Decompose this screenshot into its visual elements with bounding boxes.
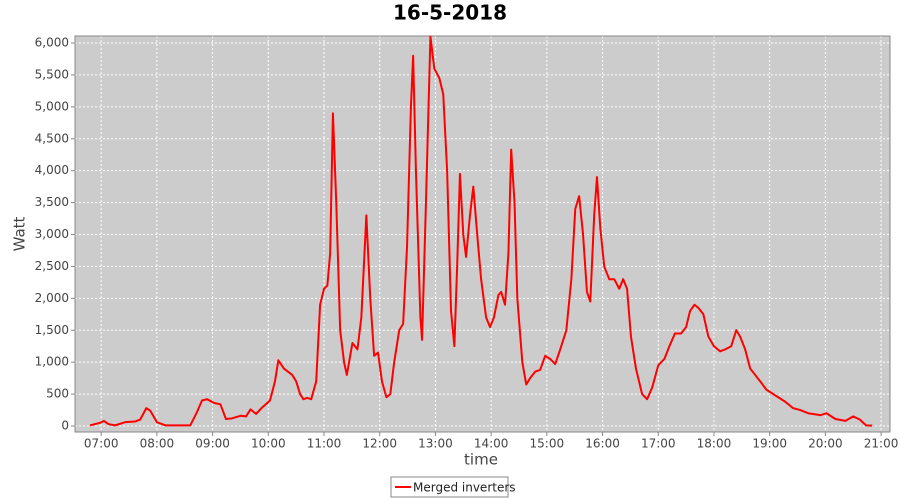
y-tick-label: 1,500 bbox=[35, 323, 69, 337]
y-axis-label: Watt bbox=[11, 216, 29, 251]
x-tick-label: 12:00 bbox=[362, 437, 397, 451]
legend-box bbox=[390, 476, 509, 498]
y-tick-label: 0 bbox=[61, 419, 69, 433]
y-tick-label: 5,000 bbox=[35, 99, 69, 113]
y-tick-label: 3,000 bbox=[35, 227, 69, 241]
x-tick-label: 20:00 bbox=[808, 437, 843, 451]
y-tick-label: 2,000 bbox=[35, 291, 69, 305]
y-tick-label: 5,500 bbox=[35, 67, 69, 81]
x-tick-label: 18:00 bbox=[697, 437, 732, 451]
y-tick-label: 4,500 bbox=[35, 131, 69, 145]
y-tick-label: 4,000 bbox=[35, 163, 69, 177]
y-tick-label: 1,000 bbox=[35, 355, 69, 369]
x-tick-label: 09:00 bbox=[195, 437, 230, 451]
plot-border bbox=[74, 35, 891, 433]
x-tick-label: 08:00 bbox=[140, 437, 175, 451]
x-tick-label: 19:00 bbox=[752, 437, 787, 451]
x-tick-label: 17:00 bbox=[641, 437, 676, 451]
x-tick-label: 21:00 bbox=[864, 437, 899, 451]
x-axis-label: time bbox=[464, 451, 498, 469]
chart-title: 16-5-2018 bbox=[393, 1, 507, 25]
plot-area bbox=[75, 36, 890, 432]
x-tick-label: 15:00 bbox=[530, 437, 565, 451]
y-tick-label: 6,000 bbox=[35, 36, 69, 50]
y-tick-label: 2,500 bbox=[35, 259, 69, 273]
legend: Merged inverters bbox=[390, 476, 516, 498]
y-tick-label: 500 bbox=[46, 387, 69, 401]
series-line bbox=[89, 35, 873, 427]
x-tick-label: 14:00 bbox=[474, 437, 509, 451]
x-tick-label: 07:00 bbox=[84, 437, 119, 451]
legend-label: Merged inverters bbox=[413, 481, 516, 495]
x-tick-label: 13:00 bbox=[418, 437, 453, 451]
x-tick-label: 11:00 bbox=[307, 437, 342, 451]
x-tick-label: 16:00 bbox=[585, 437, 620, 451]
y-tick-label: 3,500 bbox=[35, 195, 69, 209]
x-tick-label: 10:00 bbox=[251, 437, 286, 451]
